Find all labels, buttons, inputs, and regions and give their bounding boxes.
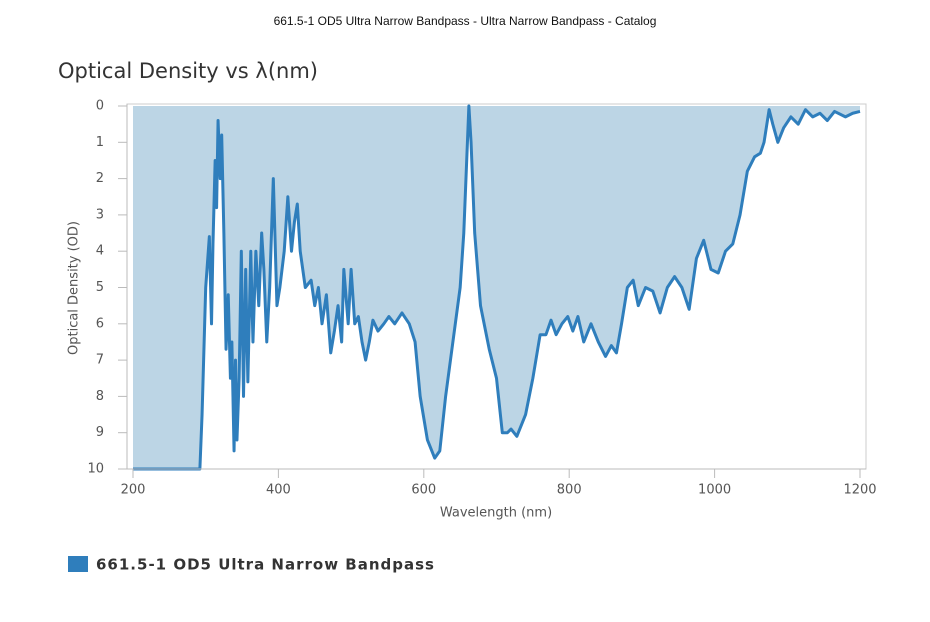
x-tick-label: 1000 <box>698 483 731 498</box>
chart-title: Optical Density vs λ(nm) <box>58 59 318 83</box>
y-tick-label: 7 <box>96 353 104 368</box>
y-tick-label: 3 <box>96 207 104 222</box>
y-tick-label: 2 <box>96 171 104 186</box>
line <box>133 104 861 471</box>
y-tick-label: 5 <box>96 280 104 295</box>
y-tick-label: 8 <box>96 389 104 404</box>
area <box>133 106 860 469</box>
y-axis-label: Optical Density (OD) <box>67 221 82 355</box>
y-tick-label: 6 <box>96 316 104 331</box>
y-tick-label: 4 <box>96 244 104 259</box>
x-tick-label: 600 <box>411 483 436 498</box>
x-axis-label: Wavelength (nm) <box>440 506 552 521</box>
x-tick-label: 400 <box>266 483 291 498</box>
x-tick-label: 200 <box>121 483 146 498</box>
x-tick-label: 1200 <box>843 483 876 498</box>
y-tick-label: 0 <box>96 99 104 114</box>
x-tick-label: 800 <box>557 483 582 498</box>
y-tick-label: 9 <box>96 425 104 440</box>
y-tick-label: 1 <box>96 135 104 150</box>
y-tick-label: 10 <box>87 462 104 477</box>
legend-swatch <box>68 556 88 572</box>
legend-label: 661.5-1 OD5 Ultra Narrow Bandpass <box>96 556 435 574</box>
page-header: 661.5-1 OD5 Ultra Narrow Bandpass - Ultr… <box>274 14 657 28</box>
